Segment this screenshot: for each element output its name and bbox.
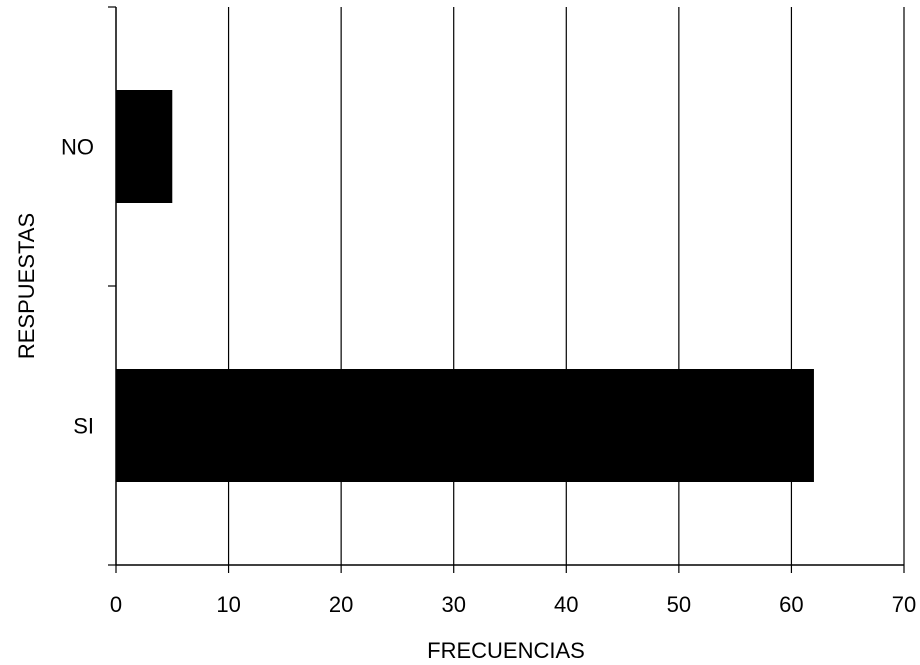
x-tick-label-40: 40 (554, 592, 578, 617)
bar-no (116, 90, 173, 203)
x-tick-label-30: 30 (441, 592, 465, 617)
axes (108, 6, 905, 573)
x-tick-label-70: 70 (892, 592, 916, 617)
x-tick-label-0: 0 (110, 592, 122, 617)
bars (116, 90, 814, 482)
x-tick-label-50: 50 (667, 592, 691, 617)
y-axis-title: RESPUESTAS (14, 213, 39, 359)
x-tick-label-20: 20 (329, 592, 353, 617)
y-tick-label-si: SI (73, 414, 94, 439)
y-tick-label-no: NO (61, 135, 94, 160)
x-axis-title: FRECUENCIAS (427, 638, 585, 663)
grid-lines (227, 7, 905, 565)
tick-labels: 0 10 20 30 40 50 60 70 NO SI (61, 135, 916, 618)
x-tick-label-10: 10 (216, 592, 240, 617)
x-tick-label-60: 60 (779, 592, 803, 617)
bar-si (116, 369, 814, 482)
